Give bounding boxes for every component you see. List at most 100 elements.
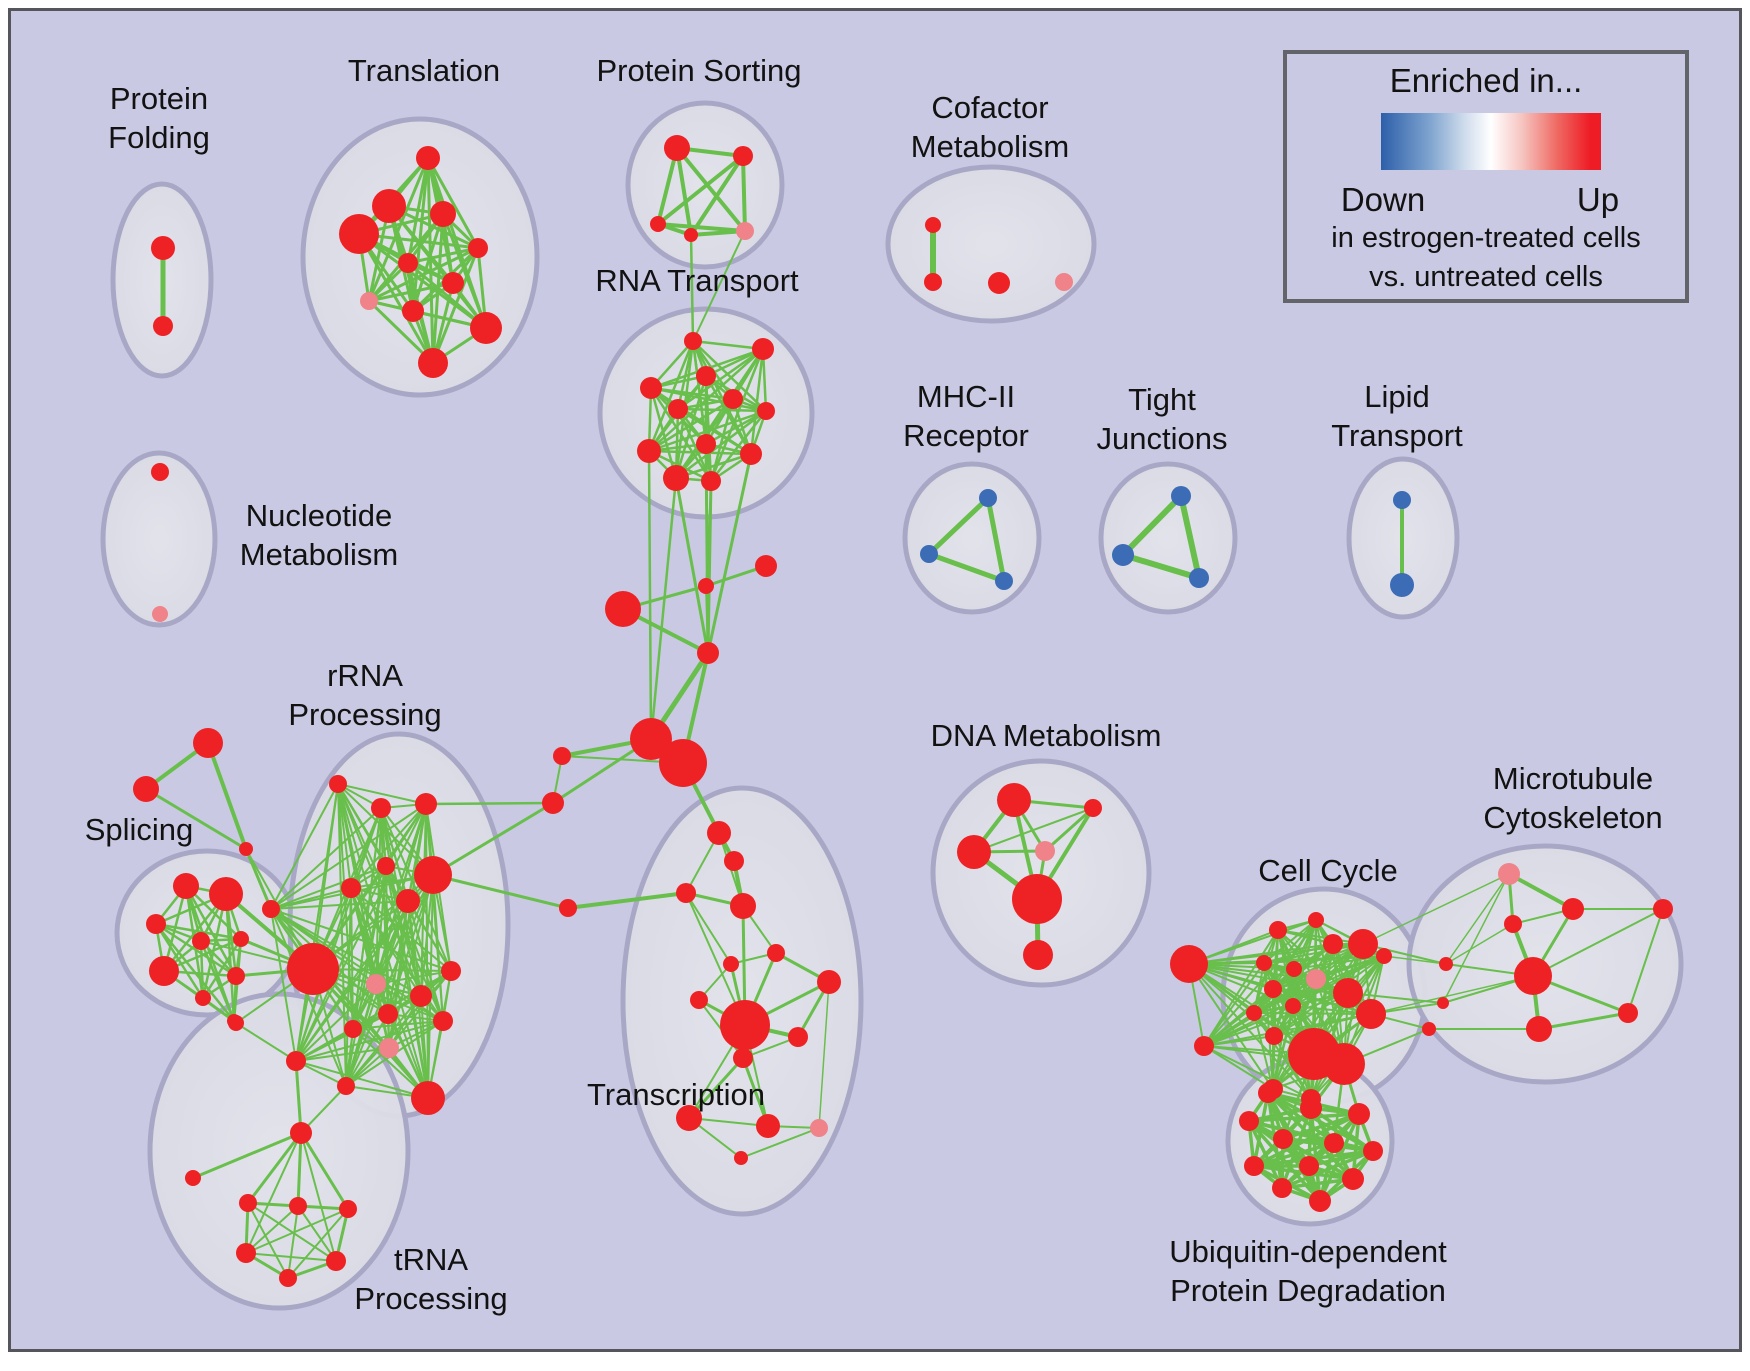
protein-sorting-edge	[656, 154, 745, 226]
protein-sorting-edge	[656, 222, 747, 233]
rna-transport-edge	[704, 409, 768, 446]
rrna-processing-edge	[337, 783, 352, 889]
microtubule-cytoskeleton-node	[1439, 957, 1453, 971]
trna-processing-node	[236, 1243, 256, 1263]
dna-metabolism-node	[1023, 940, 1053, 970]
rrna-processing-node	[410, 985, 432, 1007]
rna-transport-edge	[691, 339, 768, 413]
cell-cycle-edge	[1203, 1045, 1274, 1090]
cell-cycle-node	[1194, 1036, 1214, 1056]
rrna-processing-edge	[388, 970, 452, 1049]
splicing-outliers-edge	[144, 787, 248, 851]
microtubule-cytoskeleton-node	[1422, 1022, 1436, 1036]
ubiquitin-degradation-node	[1342, 1168, 1364, 1190]
rna-transport-label: RNA Transport	[595, 263, 799, 298]
rrna-processing-edge	[337, 783, 427, 805]
rrna-processing-node	[377, 857, 395, 875]
trna-processing-edge	[247, 1202, 289, 1279]
translation-node	[360, 292, 378, 310]
links-node	[697, 642, 719, 664]
splicing-node	[146, 914, 166, 934]
microtubule-cytoskeleton-edge	[1532, 908, 1664, 977]
protein-folding-node	[153, 316, 173, 336]
cell-cycle-edge	[1263, 919, 1317, 964]
splicing-outliers-node	[239, 842, 253, 856]
splicing-node	[227, 967, 245, 985]
figure-frame: Protein Folding Translation Protein Sorting…	[8, 8, 1742, 1352]
rna-transport-edge	[647, 409, 768, 453]
rna-transport-edge	[676, 407, 768, 413]
rna-transport-node	[757, 402, 775, 420]
rna-transport-node	[740, 443, 762, 465]
translation-edge	[431, 246, 480, 365]
rna-transport-to-links-edge	[705, 480, 712, 587]
microtubule-cytoskeleton-edge	[1627, 908, 1664, 1014]
legend-caption-line1: in estrogen-treated cells	[1331, 222, 1641, 254]
tight-junctions-edge	[1120, 552, 1202, 581]
trna-processing-node	[289, 1197, 307, 1215]
rrna-processing-node	[396, 889, 420, 913]
tight-junctions-node	[1112, 544, 1134, 566]
trna-processing-edge	[245, 1252, 337, 1262]
ubiquitin-degradation-node	[1258, 1083, 1278, 1103]
splicing-outliers-edge	[206, 741, 248, 851]
links-node	[542, 792, 564, 814]
rna-transport-edge	[674, 452, 753, 480]
cell-cycle-edge	[1272, 943, 1364, 990]
cell-cycle-edge	[1253, 1012, 1274, 1090]
translation-edge	[411, 156, 430, 313]
cell-cycle-node	[1323, 1043, 1365, 1085]
nodes-layer	[133, 135, 1673, 1287]
rna-transport-to-links-edge	[706, 479, 713, 655]
rrna-processing-edge	[270, 803, 427, 910]
cell-cycle-node	[1306, 969, 1326, 989]
protein-sorting-node	[650, 216, 666, 232]
splicing-node	[192, 932, 210, 950]
translation-label: Translation	[348, 53, 500, 88]
links-to-rrna-processing-edge	[431, 873, 570, 910]
protein-sorting-node	[684, 228, 698, 242]
transcription-node	[788, 1027, 808, 1047]
transcription-node	[707, 821, 731, 845]
rrna-processing-label: Processing	[288, 697, 441, 732]
splicing-node	[233, 931, 249, 947]
cell-cycle-node	[1356, 999, 1386, 1029]
transcription-node	[690, 991, 708, 1009]
ubiquitin-degradation-node	[1272, 1178, 1292, 1198]
cofactor-metabolism-hull	[885, 164, 1097, 324]
protein-sorting-node	[736, 222, 754, 240]
ubiquitin-degradation-edge	[1280, 1149, 1375, 1190]
cell-cycle-edge	[1203, 1045, 1312, 1100]
transcription-edge	[818, 981, 830, 1129]
links-node	[698, 578, 714, 594]
cell-cycle-to-microtubule-cytoskeleton-edge	[1383, 955, 1447, 965]
transcription-edge	[740, 1127, 820, 1159]
mhc-ii-receptor-label: MHC-II	[917, 379, 1015, 414]
lipid-transport-node	[1393, 491, 1411, 509]
rna-transport-node	[752, 338, 774, 360]
translation-node	[468, 238, 488, 258]
splicing-node	[173, 873, 199, 899]
dna-metabolism-node	[1012, 874, 1062, 924]
trna-processing-edge	[287, 1208, 349, 1279]
cell-cycle-node	[1348, 929, 1378, 959]
translation-edge	[406, 261, 488, 330]
transcription-node	[733, 1048, 753, 1068]
splicing-label: Splicing	[85, 812, 194, 847]
trna-processing-label: Processing	[354, 1281, 507, 1316]
ubiquitin-degradation-node	[1239, 1111, 1259, 1131]
trna-processing-label: tRNA	[394, 1242, 468, 1277]
cell-cycle-node	[1265, 1027, 1283, 1045]
microtubule-cytoskeleton-node	[1562, 898, 1584, 920]
rna-transport-edge	[709, 397, 735, 483]
protein-sorting-edge	[689, 154, 745, 237]
rrna-processing-node	[379, 1038, 399, 1058]
splicing-edge	[201, 892, 228, 1000]
rrna-processing-edge	[352, 1020, 444, 1030]
rrna-processing-node	[411, 1081, 445, 1115]
rna-transport-edge	[649, 386, 713, 483]
rrna-processing-node	[287, 943, 339, 995]
links-to-transcription-edge	[566, 891, 688, 910]
trna-processing-edge	[245, 1132, 302, 1254]
